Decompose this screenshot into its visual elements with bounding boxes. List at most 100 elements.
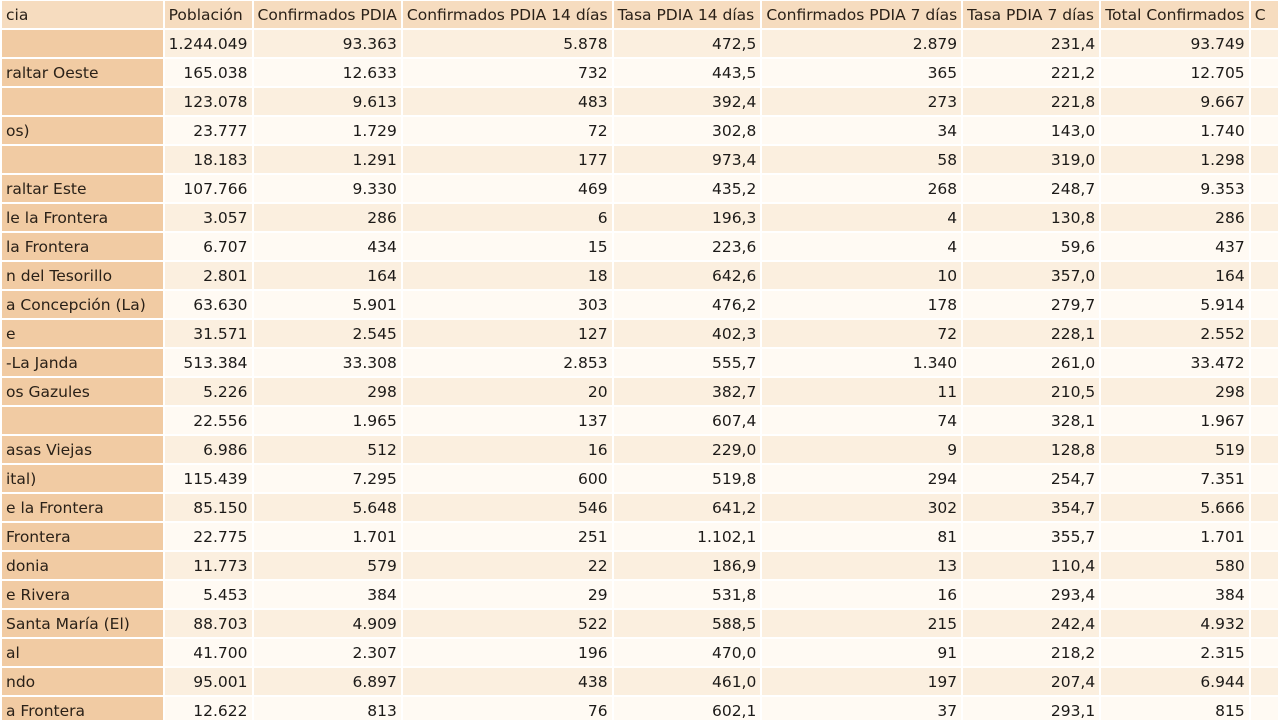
data-cell[interactable]: 110,4 — [963, 552, 1100, 579]
data-cell[interactable]: 123.078 — [164, 88, 252, 115]
data-cell[interactable]: 9 — [762, 436, 962, 463]
data-cell[interactable]: 95.001 — [164, 668, 252, 695]
data-cell[interactable]: 382,7 — [613, 378, 761, 405]
data-cell[interactable] — [1250, 581, 1278, 608]
column-header-rate-pdia-14d[interactable]: Tasa PDIA 14 días — [613, 1, 761, 28]
data-cell[interactable]: 93.749 — [1101, 30, 1249, 57]
data-cell[interactable]: 228,1 — [963, 320, 1100, 347]
data-cell[interactable]: 4.932 — [1101, 610, 1249, 637]
data-cell[interactable] — [1250, 88, 1278, 115]
data-cell[interactable]: 1.701 — [253, 523, 401, 550]
data-cell[interactable]: 4.909 — [253, 610, 401, 637]
row-label-cell[interactable]: e la Frontera — [2, 494, 163, 521]
data-cell[interactable]: 18.183 — [164, 146, 252, 173]
data-cell[interactable]: 261,0 — [963, 349, 1100, 376]
data-cell[interactable]: 519 — [1101, 436, 1249, 463]
data-cell[interactable]: 555,7 — [613, 349, 761, 376]
data-cell[interactable] — [1250, 349, 1278, 376]
row-label-cell[interactable]: raltar Este — [2, 175, 163, 202]
data-cell[interactable]: 5.648 — [253, 494, 401, 521]
data-cell[interactable]: 18 — [402, 262, 612, 289]
data-cell[interactable]: 2.801 — [164, 262, 252, 289]
data-cell[interactable]: 434 — [253, 233, 401, 260]
data-cell[interactable]: 1.740 — [1101, 117, 1249, 144]
data-cell[interactable]: 196,3 — [613, 204, 761, 231]
data-cell[interactable]: 91 — [762, 639, 962, 666]
data-cell[interactable]: 2.879 — [762, 30, 962, 57]
data-cell[interactable]: 357,0 — [963, 262, 1100, 289]
row-label-cell[interactable]: al — [2, 639, 163, 666]
data-cell[interactable]: 1.298 — [1101, 146, 1249, 173]
data-cell[interactable]: 279,7 — [963, 291, 1100, 318]
row-label-cell[interactable]: la Frontera — [2, 233, 163, 260]
data-cell[interactable]: 12.633 — [253, 59, 401, 86]
data-cell[interactable]: 115.439 — [164, 465, 252, 492]
data-cell[interactable]: 76 — [402, 697, 612, 720]
data-cell[interactable]: 11.773 — [164, 552, 252, 579]
row-label-cell[interactable]: Santa María (El) — [2, 610, 163, 637]
data-cell[interactable]: 641,2 — [613, 494, 761, 521]
data-cell[interactable]: 221,2 — [963, 59, 1100, 86]
data-cell[interactable]: 23.777 — [164, 117, 252, 144]
data-cell[interactable]: 732 — [402, 59, 612, 86]
column-header-confirmed-pdia-7d[interactable]: Confirmados PDIA 7 días — [762, 1, 962, 28]
data-cell[interactable]: 1.291 — [253, 146, 401, 173]
data-cell[interactable]: 1.965 — [253, 407, 401, 434]
data-cell[interactable]: 268 — [762, 175, 962, 202]
data-cell[interactable]: 197 — [762, 668, 962, 695]
data-cell[interactable]: 2.853 — [402, 349, 612, 376]
row-label-cell[interactable]: e — [2, 320, 163, 347]
data-cell[interactable]: 476,2 — [613, 291, 761, 318]
data-cell[interactable]: 5.901 — [253, 291, 401, 318]
data-cell[interactable]: 229,0 — [613, 436, 761, 463]
data-cell[interactable]: 384 — [1101, 581, 1249, 608]
data-cell[interactable] — [1250, 465, 1278, 492]
data-cell[interactable]: 6.707 — [164, 233, 252, 260]
data-cell[interactable]: 1.244.049 — [164, 30, 252, 57]
row-label-cell[interactable]: a Concepción (La) — [2, 291, 163, 318]
data-cell[interactable]: 93.363 — [253, 30, 401, 57]
data-cell[interactable]: 242,4 — [963, 610, 1100, 637]
data-cell[interactable]: 5.666 — [1101, 494, 1249, 521]
data-cell[interactable]: 588,5 — [613, 610, 761, 637]
data-cell[interactable]: 130,8 — [963, 204, 1100, 231]
data-cell[interactable]: 579 — [253, 552, 401, 579]
data-cell[interactable]: 22.775 — [164, 523, 252, 550]
data-cell[interactable]: 31.571 — [164, 320, 252, 347]
row-label-cell[interactable] — [2, 407, 163, 434]
data-cell[interactable]: 319,0 — [963, 146, 1100, 173]
data-cell[interactable] — [1250, 378, 1278, 405]
data-cell[interactable]: 470,0 — [613, 639, 761, 666]
data-cell[interactable] — [1250, 523, 1278, 550]
data-cell[interactable]: 472,5 — [613, 30, 761, 57]
data-cell[interactable]: 72 — [402, 117, 612, 144]
data-cell[interactable]: 137 — [402, 407, 612, 434]
row-label-cell[interactable]: os) — [2, 117, 163, 144]
data-cell[interactable] — [1250, 552, 1278, 579]
data-cell[interactable]: 642,6 — [613, 262, 761, 289]
row-label-cell[interactable]: os Gazules — [2, 378, 163, 405]
data-cell[interactable]: 12.705 — [1101, 59, 1249, 86]
data-cell[interactable]: 254,7 — [963, 465, 1100, 492]
data-cell[interactable]: 302 — [762, 494, 962, 521]
data-cell[interactable]: 22.556 — [164, 407, 252, 434]
data-cell[interactable]: 164 — [253, 262, 401, 289]
data-cell[interactable]: 196 — [402, 639, 612, 666]
data-cell[interactable]: 815 — [1101, 697, 1249, 720]
data-cell[interactable]: 10 — [762, 262, 962, 289]
data-cell[interactable]: 107.766 — [164, 175, 252, 202]
data-cell[interactable]: 164 — [1101, 262, 1249, 289]
data-cell[interactable]: 354,7 — [963, 494, 1100, 521]
data-cell[interactable]: 438 — [402, 668, 612, 695]
data-cell[interactable]: 298 — [1101, 378, 1249, 405]
row-label-cell[interactable]: e Rivera — [2, 581, 163, 608]
data-cell[interactable]: 59,6 — [963, 233, 1100, 260]
data-cell[interactable]: 165.038 — [164, 59, 252, 86]
data-cell[interactable]: 5.226 — [164, 378, 252, 405]
data-cell[interactable]: 15 — [402, 233, 612, 260]
data-cell[interactable]: 2.552 — [1101, 320, 1249, 347]
row-label-cell[interactable]: a Frontera — [2, 697, 163, 720]
data-cell[interactable]: 512 — [253, 436, 401, 463]
data-cell[interactable]: 4 — [762, 233, 962, 260]
data-cell[interactable]: 602,1 — [613, 697, 761, 720]
